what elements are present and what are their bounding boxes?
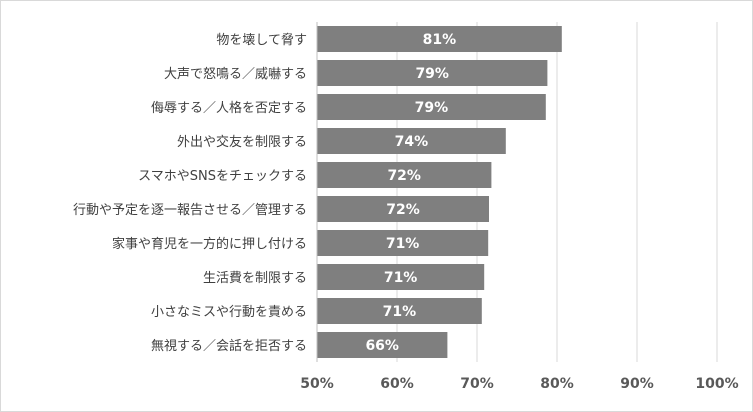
- bar: [317, 94, 546, 120]
- category-label: スマホやSNSをチェックする: [138, 169, 307, 184]
- data-label: 79%: [415, 66, 449, 82]
- category-label: 小さなミスや行動を責める: [151, 305, 307, 320]
- bar: [317, 162, 492, 188]
- data-label: 74%: [395, 134, 429, 150]
- bar: [317, 332, 448, 358]
- x-tick-label: 50%: [300, 376, 334, 392]
- category-label: 物を壊して脅す: [216, 33, 307, 48]
- data-label: 66%: [365, 338, 399, 354]
- category-label: 家事や育児を一方的に押し付ける: [112, 236, 307, 252]
- data-label: 81%: [423, 32, 457, 48]
- data-label: 71%: [386, 236, 420, 252]
- data-label: 72%: [386, 202, 420, 218]
- category-label: 行動や予定を逐一報告させる／管理する: [73, 203, 307, 218]
- bar: [317, 26, 562, 52]
- bar: [317, 298, 482, 324]
- x-tick-label: 80%: [540, 376, 574, 392]
- data-label: 71%: [384, 270, 418, 286]
- bar: [317, 196, 489, 222]
- bar: [317, 128, 506, 154]
- bar: [317, 230, 489, 256]
- x-tick-label: 60%: [380, 376, 414, 392]
- x-tick-label: 90%: [620, 376, 654, 392]
- data-label: 71%: [383, 304, 417, 320]
- category-label: 大声で怒鳴る／威嚇する: [164, 67, 307, 82]
- category-label: 無視する／会話を拒否する: [151, 338, 307, 354]
- category-label: 生活費を制限する: [203, 271, 307, 286]
- category-label: 侮辱する／人格を否定する: [151, 100, 307, 116]
- category-label: 外出や交友を制限する: [177, 134, 307, 150]
- x-tick-label: 100%: [695, 376, 738, 392]
- bar: [317, 264, 485, 290]
- data-label: 72%: [387, 168, 421, 184]
- bar: [317, 60, 548, 86]
- data-label: 79%: [415, 100, 449, 116]
- x-tick-label: 70%: [460, 376, 494, 392]
